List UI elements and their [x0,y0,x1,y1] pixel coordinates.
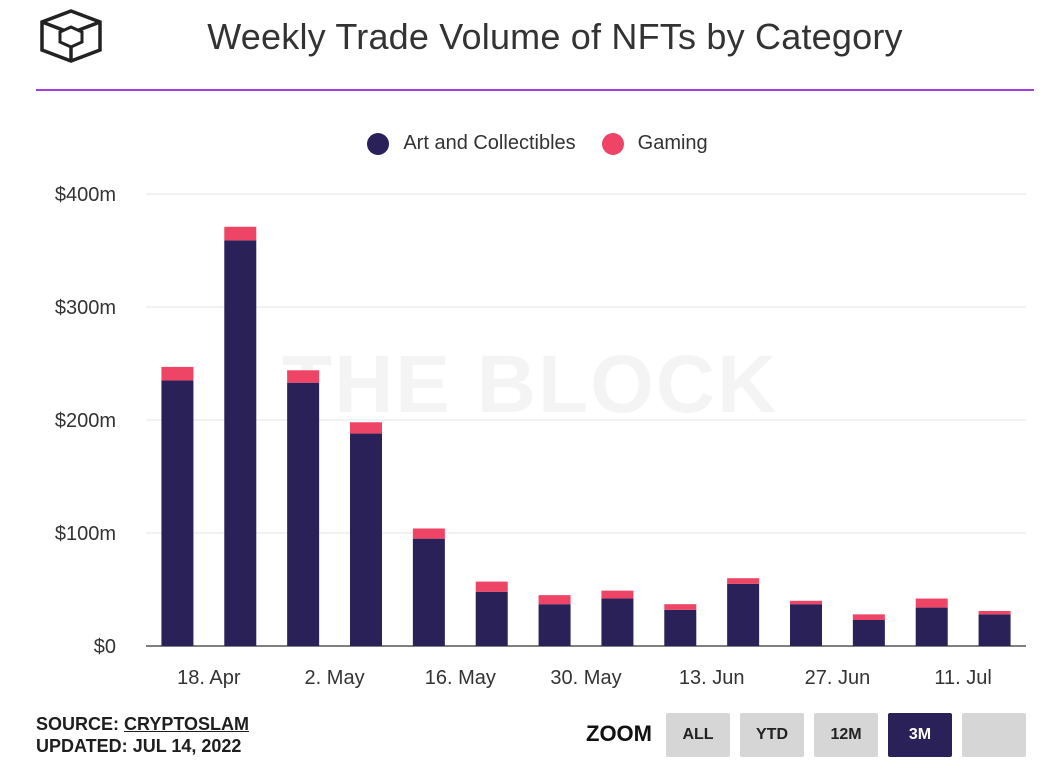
bar-gaming [412,528,445,539]
source-label: SOURCE: [36,714,120,734]
legend: Art and Collectibles Gaming [0,132,1064,155]
stacked-bar-chart: $0 $100m $200m $300m $400m 18. Apr 2. May 16. M… [55,184,1026,689]
y-tick-label: $400m [55,184,116,206]
bar-gaming [915,598,948,608]
title-divider [36,89,1034,91]
x-tick-label: 13. Jun [679,667,745,689]
source-link[interactable]: CRYPTOSLAM [124,714,250,734]
y-tick-label: $100m [55,523,116,545]
legend-dot-art-icon [367,132,390,155]
y-tick-label: $300m [55,297,116,319]
bar-art-collectibles [287,382,320,646]
the-block-logo-icon [40,9,102,63]
y-tick-label: $0 [94,636,116,658]
bar-gaming [287,370,320,383]
bar-art-collectibles [852,620,885,646]
updated-value: JUL 14, 2022 [132,736,242,756]
bar-art-collectibles [412,538,445,646]
bar-gaming [350,422,382,434]
bar-gaming [664,604,697,610]
bar-art-collectibles [161,380,194,646]
bar-art-collectibles [978,614,1011,646]
bar-gaming [978,610,1011,615]
zoom-3m-button[interactable]: 3M [888,713,952,757]
legend-label-art: Art and Collectibles [403,132,576,154]
bar-gaming [601,590,634,599]
legend-dot-gaming-icon [601,132,624,155]
bar-art-collectibles [727,583,760,646]
zoom-extra-button[interactable] [962,713,1026,757]
bar-gaming [161,366,194,381]
bar-art-collectibles [538,604,571,646]
x-tick-label: 30. May [550,667,621,689]
bar-art-collectibles [664,609,697,646]
legend-item-gaming[interactable]: Gaming [601,132,708,155]
bar-gaming [224,226,257,241]
legend-item-art[interactable]: Art and Collectibles [367,132,576,155]
bar-gaming [727,578,760,584]
x-tick-label: 27. Jun [805,667,871,689]
bar-gaming [790,600,822,605]
bar-art-collectibles [224,240,257,646]
updated-label: UPDATED: [36,736,128,756]
chart-title: Weekly Trade Volume of NFTs by Category [207,16,903,57]
x-tick-label: 18. Apr [177,667,241,689]
bar-gaming [852,614,885,621]
bar-art-collectibles [601,598,634,646]
bar-gaming [538,595,571,605]
zoom-ytd-button[interactable]: YTD [740,713,804,757]
y-tick-label: $200m [55,410,116,432]
x-tick-label: 16. May [425,667,496,689]
zoom-12m-button[interactable]: 12M [814,713,878,757]
bar-art-collectibles [475,591,508,646]
zoom-all-button[interactable]: ALL [666,713,730,757]
legend-label-gaming: Gaming [637,132,708,154]
footer-credits: SOURCE: CRYPTOSLAM UPDATED: JUL 14, 2022 [36,713,249,757]
x-tick-label: 11. Jul [934,667,991,689]
bar-art-collectibles [350,433,382,646]
updated-line: UPDATED: JUL 14, 2022 [36,735,249,757]
zoom-label: ZOOM [586,721,652,746]
bar-art-collectibles [915,607,948,646]
x-tick-label: 2. May [305,667,365,689]
bar-art-collectibles [790,604,822,646]
bar-gaming [475,581,508,592]
source-line: SOURCE: CRYPTOSLAM [36,713,249,735]
